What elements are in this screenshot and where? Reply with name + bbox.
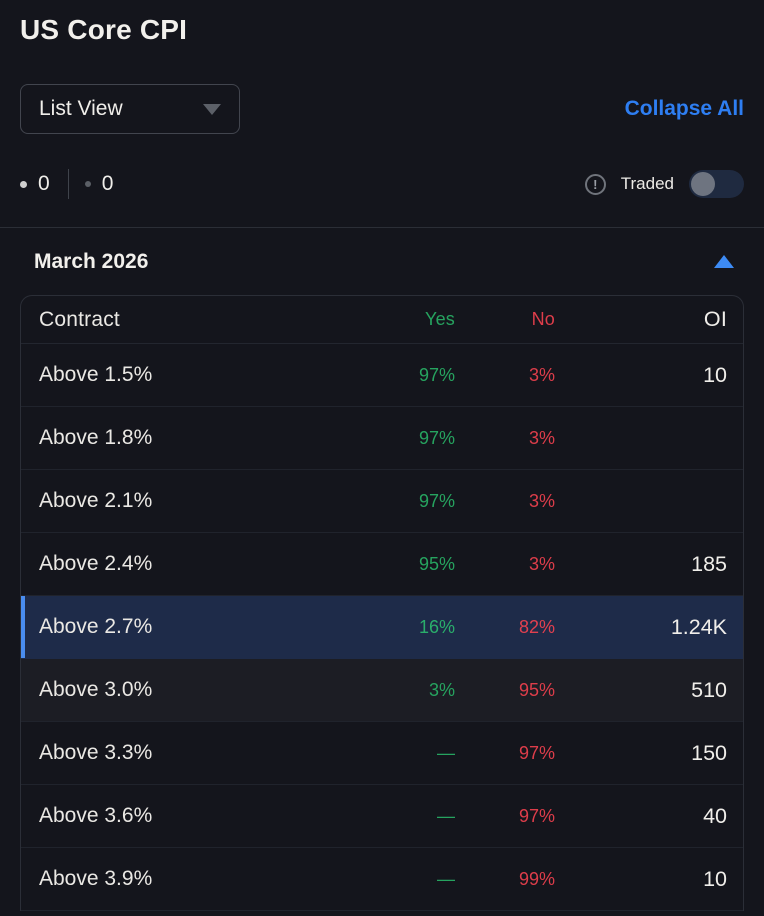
oi-value: 40 [703, 803, 727, 828]
traded-label: Traded [620, 174, 674, 193]
table-header-row: Contract Yes No OI [21, 296, 743, 344]
table-row[interactable]: Above 2.4% 95% 3% 185 [21, 533, 743, 596]
no-value[interactable]: 3% [528, 490, 555, 511]
table-body: Above 1.5% 97% 3% 10 Above 1.8% 97% 3% A… [21, 344, 743, 911]
traded-filter: ! Traded [584, 170, 744, 198]
contract-label: Above 2.1% [39, 489, 153, 512]
section-title: March 2026 [34, 249, 149, 273]
no-value[interactable]: 97% [518, 742, 555, 763]
counter-primary-value: 0 [38, 172, 50, 195]
chevron-down-icon [203, 103, 221, 115]
no-value[interactable]: 3% [528, 553, 555, 574]
yes-value[interactable]: 16% [418, 616, 455, 637]
no-value[interactable]: 97% [518, 805, 555, 826]
oi-value: 510 [691, 677, 727, 702]
column-header-oi: OI [703, 307, 727, 331]
table-row[interactable]: Above 3.0% 3% 95% 510 [21, 659, 743, 722]
table-row[interactable]: Above 2.1% 97% 3% [21, 470, 743, 533]
view-select-value: List View [39, 97, 123, 120]
contract-label: Above 3.9% [39, 867, 153, 890]
counter-divider [67, 169, 69, 199]
yes-value[interactable]: — [437, 742, 455, 763]
section-divider [0, 227, 764, 228]
table-row[interactable]: Above 3.9% — 99% 10 [21, 848, 743, 911]
bullet-dot-icon [20, 180, 27, 188]
table-row[interactable]: Above 3.6% — 97% 40 [21, 785, 743, 848]
collapse-triangle-icon[interactable] [714, 255, 734, 268]
collapse-all-link[interactable]: Collapse All [624, 97, 744, 120]
no-value[interactable]: 82% [518, 616, 555, 637]
table-row[interactable]: Above 3.3% — 97% 150 [21, 722, 743, 785]
status-bar: 0 0 ! Traded [20, 164, 744, 204]
yes-value[interactable]: 3% [428, 679, 455, 700]
table-row[interactable]: Above 1.8% 97% 3% [21, 407, 743, 470]
yes-value[interactable]: — [437, 805, 455, 826]
no-value[interactable]: 3% [528, 427, 555, 448]
contract-label: Above 3.0% [39, 678, 153, 701]
yes-value[interactable]: 97% [418, 364, 455, 385]
yes-value[interactable]: 97% [418, 427, 455, 448]
oi-value: 150 [691, 740, 727, 765]
contract-label: Above 3.6% [39, 804, 153, 827]
table-row[interactable]: Above 1.5% 97% 3% 10 [21, 344, 743, 407]
counter-secondary-value: 0 [101, 172, 114, 195]
table-row[interactable]: Above 2.7% 16% 82% 1.24K [21, 596, 743, 659]
oi-value: 185 [691, 551, 727, 576]
counter-primary: 0 [20, 172, 50, 196]
yes-value[interactable]: — [437, 868, 455, 889]
oi-value: 1.24K [670, 614, 727, 639]
column-header-contract: Contract [39, 307, 120, 331]
toggle-knob [691, 172, 715, 196]
contracts-table: Contract Yes No OI Above 1.5% 97% 3% 10 … [20, 295, 744, 911]
oi-value: 10 [703, 362, 727, 387]
view-select-dropdown[interactable]: List View [20, 84, 240, 134]
column-header-no: No [531, 309, 555, 329]
column-header-yes: Yes [425, 309, 455, 329]
yes-value[interactable]: 95% [418, 553, 455, 574]
contract-label: Above 2.4% [39, 552, 153, 575]
no-value[interactable]: 99% [518, 868, 555, 889]
section-header-march-2026[interactable]: March 2026 [20, 228, 744, 295]
no-value[interactable]: 95% [518, 679, 555, 700]
contract-label: Above 1.8% [39, 426, 153, 449]
info-icon[interactable]: ! [584, 173, 606, 195]
contract-label: Above 2.7% [39, 615, 153, 638]
contract-label: Above 1.5% [39, 363, 153, 386]
oi-value: 10 [703, 866, 727, 891]
bullet-dot-icon [84, 181, 91, 187]
page-title: US Core CPI [20, 14, 188, 45]
toolbar: List View Collapse All [20, 84, 744, 134]
counter-secondary: 0 [84, 172, 114, 196]
traded-toggle[interactable] [689, 170, 744, 198]
contract-label: Above 3.3% [39, 741, 153, 764]
no-value[interactable]: 3% [528, 364, 555, 385]
yes-value[interactable]: 97% [418, 490, 455, 511]
